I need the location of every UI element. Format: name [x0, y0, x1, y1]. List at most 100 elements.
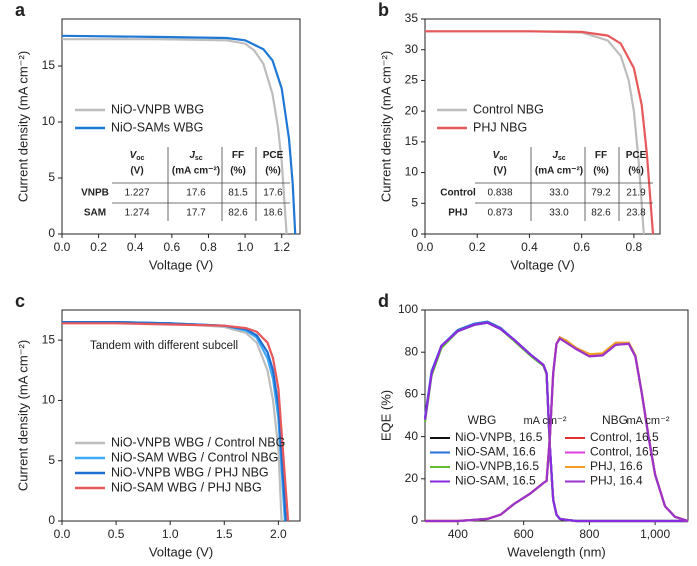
- legend-label: PHJ, 16.6: [590, 459, 643, 473]
- y-tick-label: 15: [42, 332, 56, 346]
- header-subscript: sc: [195, 155, 203, 162]
- x-tick-label: 600: [514, 527, 534, 541]
- x-tick-label: 400: [448, 527, 468, 541]
- header-symbol: PCE: [263, 150, 284, 161]
- y-tick-label: 5: [48, 170, 55, 184]
- x-tick-label: 0.2: [469, 240, 486, 254]
- table-unit: (%): [230, 166, 246, 177]
- table-cell: 17.6: [263, 188, 283, 199]
- y-tick-label: 5: [48, 453, 55, 467]
- table-row-label: SAM: [84, 208, 106, 219]
- legend-label: NiO-VNPB WBG / Control NBG: [111, 435, 285, 449]
- header-subscript: oc: [499, 155, 507, 162]
- series-line: [61, 34, 297, 235]
- x-tick-label: 0.8: [200, 240, 217, 254]
- x-axis-title: Voltage (V): [510, 257, 574, 272]
- x-tick-label: 0.5: [108, 527, 125, 541]
- x-tick-label: 1.0: [162, 527, 179, 541]
- plot-frame: [424, 18, 661, 235]
- header-subscript: sc: [558, 155, 566, 162]
- table-cell: 82.6: [228, 208, 248, 219]
- plot-frame: [61, 309, 301, 522]
- legend-label: NiO-VNPB WBG: [111, 102, 204, 116]
- table-row-label: PHJ: [448, 208, 467, 219]
- table-cell: 23.8: [626, 208, 646, 219]
- table-header: Voc: [130, 150, 145, 163]
- legend-label: NiO-VNPB,16.5: [455, 459, 539, 473]
- y-tick-label: 100: [398, 302, 418, 316]
- table-unit: (%): [593, 166, 609, 177]
- header-symbol: FF: [595, 150, 607, 161]
- table-row-label: Control: [440, 188, 476, 199]
- legend-label: Control, 16.5: [590, 430, 659, 444]
- header-subscript: oc: [136, 155, 144, 162]
- x-tick-label: 2.0: [270, 527, 287, 541]
- y-axis-title: Current density (mA cm⁻²): [15, 51, 30, 202]
- table-unit: (V): [130, 166, 143, 177]
- table-row-label: VNPB: [81, 188, 109, 199]
- table-cell: 82.6: [591, 208, 611, 219]
- header-symbol: J: [552, 150, 558, 161]
- y-tick-label: 20: [405, 103, 419, 117]
- y-tick-label: 60: [405, 387, 419, 401]
- x-tick-label: 0.0: [417, 240, 434, 254]
- legend-label: NiO-SAM WBG / PHJ NBG: [111, 480, 262, 494]
- x-tick-label: 800: [579, 527, 599, 541]
- table-cell: 17.6: [186, 188, 206, 199]
- table-unit: (%): [628, 166, 644, 177]
- y-tick-label: 15: [405, 134, 419, 148]
- x-tick-label: 0.2: [90, 240, 107, 254]
- y-tick-label: 25: [405, 73, 419, 87]
- header-symbol: PCE: [626, 150, 647, 161]
- table-cell: 1.227: [124, 188, 149, 199]
- table-cell: 33.0: [549, 208, 569, 219]
- y-tick-label: 5: [411, 195, 418, 209]
- series-line: [425, 30, 655, 235]
- x-tick-label: 1.2: [273, 240, 290, 254]
- y-tick-label: 30: [405, 42, 419, 56]
- header-symbol: V: [130, 150, 138, 161]
- panel-label: b: [378, 0, 389, 20]
- x-tick-label: 0.6: [164, 240, 181, 254]
- table-unit: (%): [265, 166, 281, 177]
- legend-label: PHJ, 16.4: [590, 474, 643, 488]
- legend-group-unit: mA cm⁻²: [523, 415, 566, 427]
- panel-label: a: [15, 0, 26, 20]
- x-tick-label: 1.5: [216, 527, 233, 541]
- series-line: [423, 321, 688, 523]
- series-line: [62, 38, 288, 235]
- plot-frame: [61, 18, 301, 235]
- annotation: Tandem with different subcell: [90, 340, 238, 352]
- y-tick-label: 0: [411, 226, 418, 240]
- table-cell: 17.7: [186, 208, 206, 219]
- y-tick-label: 40: [405, 429, 419, 443]
- y-tick-label: 35: [405, 11, 419, 25]
- legend-label: NiO-SAM, 16.6: [455, 445, 536, 459]
- series-line: [62, 322, 290, 522]
- legend-label: NiO-VNPB WBG / PHJ NBG: [111, 465, 269, 479]
- table-cell: 33.0: [549, 188, 569, 199]
- table-header: FF: [232, 150, 244, 161]
- table-cell: 1.274: [124, 208, 149, 219]
- table-unit: (mA cm⁻²): [172, 166, 220, 177]
- x-tick-label: 0.0: [54, 527, 71, 541]
- x-axis-title: Wavelength (nm): [507, 544, 606, 559]
- table-cell: 0.873: [487, 208, 512, 219]
- header-symbol: V: [493, 150, 501, 161]
- legend-label: NiO-VNPB, 16.5: [455, 430, 543, 444]
- table-header: PCE: [263, 150, 284, 161]
- legend-group-title: NBG: [602, 413, 628, 427]
- x-tick-label: 0.4: [521, 240, 538, 254]
- table-cell: 0.838: [487, 188, 512, 199]
- y-tick-label: 0: [48, 226, 55, 240]
- y-axis-title: EQE (%): [378, 390, 393, 441]
- legend-label: NiO-SAMs WBG: [111, 120, 203, 134]
- x-tick-label: 0.8: [626, 240, 643, 254]
- legend-label: Control, 16.5: [590, 445, 659, 459]
- legend-label: NiO-SAM, 16.5: [455, 474, 536, 488]
- table-cell: 81.5: [228, 188, 248, 199]
- x-axis-title: Voltage (V): [149, 257, 213, 272]
- table-header: Jsc: [189, 150, 202, 163]
- legend-group-title: WBG: [468, 413, 497, 427]
